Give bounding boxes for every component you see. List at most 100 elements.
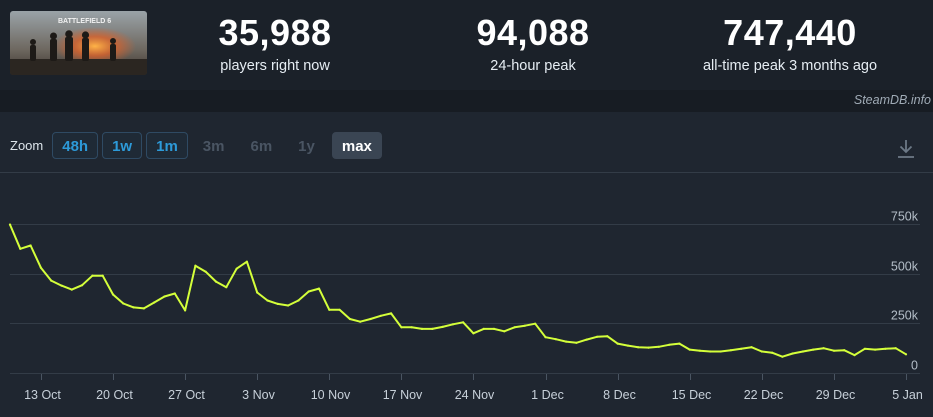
x-tick-label: 24 Nov	[455, 388, 495, 402]
data-point	[122, 302, 125, 305]
data-point	[379, 314, 382, 317]
data-point	[451, 323, 454, 326]
data-point	[91, 274, 94, 277]
data-point	[606, 335, 609, 338]
x-tick-label: 17 Nov	[383, 388, 423, 402]
daily-peak-stat: 94,088 24-hour peak	[423, 12, 643, 76]
zoom-label: Zoom	[10, 138, 44, 153]
x-tick-label: 5 Jan	[892, 388, 923, 402]
data-point	[431, 327, 434, 330]
zoom-1m-button[interactable]: 1m	[146, 132, 188, 159]
download-icon[interactable]	[896, 138, 916, 160]
svg-text:BATTLEFIELD 6: BATTLEFIELD 6	[58, 18, 111, 25]
data-point	[523, 324, 527, 327]
data-point	[338, 308, 341, 311]
data-point	[843, 349, 846, 352]
y-tick-label: 750k	[891, 210, 919, 224]
data-point	[585, 338, 588, 341]
x-tick-label: 10 Nov	[311, 388, 351, 402]
data-point	[657, 345, 660, 348]
data-point	[781, 355, 784, 358]
data-point	[637, 346, 640, 349]
x-tick-label: 29 Dec	[816, 388, 856, 402]
data-point	[317, 287, 321, 290]
data-point	[184, 309, 187, 312]
data-point	[245, 260, 248, 263]
current-players-label: players right now	[220, 58, 330, 74]
zoom-3m-button: 3m	[202, 138, 225, 155]
data-point	[863, 347, 866, 350]
zoom-48h-button[interactable]: 48h	[52, 132, 99, 159]
data-point	[698, 349, 702, 352]
x-tick-label: 3 Nov	[242, 388, 275, 402]
x-tick-label: 15 Dec	[672, 388, 712, 402]
data-point	[235, 267, 238, 270]
data-point	[400, 326, 403, 329]
data-point	[225, 286, 228, 289]
daily-peak-value: 94,088	[476, 12, 590, 53]
data-point	[904, 353, 908, 356]
data-point	[142, 307, 145, 310]
data-point	[801, 350, 805, 353]
data-point	[348, 317, 351, 321]
data-point	[70, 288, 73, 291]
data-point	[204, 270, 207, 273]
data-point	[214, 280, 218, 283]
data-point	[472, 332, 475, 335]
x-tick-label: 22 Dec	[744, 388, 784, 402]
y-tick-label: 250k	[891, 309, 919, 323]
data-point	[297, 299, 300, 302]
data-point	[8, 223, 12, 226]
data-point	[668, 343, 671, 346]
data-point	[29, 244, 32, 247]
data-point	[812, 348, 815, 351]
data-point	[729, 349, 733, 352]
data-point	[595, 335, 599, 338]
data-point	[328, 308, 331, 311]
data-point	[853, 354, 856, 357]
data-point	[132, 306, 135, 309]
data-point	[832, 349, 836, 352]
data-point	[740, 347, 743, 350]
data-point	[153, 301, 156, 304]
data-point	[420, 327, 424, 330]
data-point	[359, 320, 362, 323]
data-point	[81, 284, 84, 287]
data-point	[554, 338, 557, 341]
data-point	[369, 317, 372, 321]
zoom-1w-button[interactable]: 1w	[102, 132, 143, 159]
data-point	[575, 341, 578, 344]
player-count-series-line	[9, 223, 907, 358]
data-point	[163, 295, 166, 298]
data-point	[266, 299, 269, 302]
current-players-value: 35,988	[218, 12, 332, 53]
data-point	[287, 304, 290, 307]
data-point	[894, 347, 897, 350]
brand-watermark: SteamDB.info	[853, 93, 931, 107]
data-point	[462, 321, 465, 324]
data-point	[874, 348, 877, 351]
x-tick-label: 8 Dec	[603, 388, 636, 402]
data-point	[482, 327, 485, 330]
data-point	[101, 274, 104, 277]
x-tick-label: 13 Oct	[24, 388, 61, 402]
zoom-controls: Zoom 48h 1w 1m 3m 6m 1y max	[10, 131, 386, 160]
all-time-peak-value: 747,440	[723, 12, 857, 53]
data-point	[709, 350, 712, 353]
data-point	[173, 292, 176, 295]
data-point	[626, 344, 630, 347]
data-point	[760, 350, 763, 353]
data-point	[771, 351, 774, 354]
current-players-stat: 35,988 players right now	[165, 12, 385, 76]
all-time-peak-label: all-time peak 3 months ago	[702, 58, 878, 74]
zoom-max-button[interactable]: max	[331, 132, 382, 159]
data-point	[39, 266, 43, 269]
data-point	[822, 347, 825, 350]
data-point	[492, 327, 496, 330]
data-point	[513, 326, 516, 329]
all-time-peak-stat: 747,440 all-time peak 3 months ago	[680, 12, 900, 76]
game-thumbnail[interactable]: BATTLEFIELD 6	[10, 11, 147, 75]
data-point	[719, 350, 722, 353]
daily-peak-label: 24-hour peak	[490, 58, 576, 74]
